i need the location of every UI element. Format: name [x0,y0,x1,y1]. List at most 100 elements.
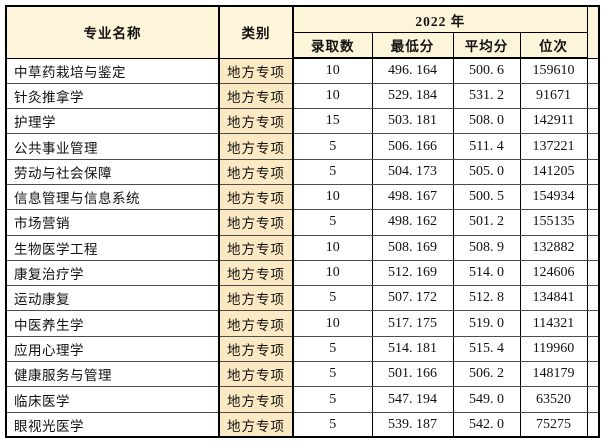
table-row: 针灸推拿学 地方专项 10 529. 184 531. 2 91671 [5,82,600,110]
cutoff-column-cell [586,361,600,388]
table-row: 市场营销 地方专项 5 498. 162 501. 2 155135 [5,209,600,236]
table-header: 专业名称 类别 2022 年 录取数 最低分 平均分 位次 [5,6,600,59]
category-cell: 地方专项 [218,285,294,312]
major-cell: 市场营销 [5,209,220,236]
major-cell: 中医养生学 [5,310,220,337]
avg-score-cell: 519. 0 [452,310,521,337]
count-cell: 15 [292,108,373,135]
major-cell: 中草药栽培与鉴定 [5,57,220,84]
major-cell: 应用心理学 [5,335,220,363]
table-row: 中草药栽培与鉴定 地方专项 10 496. 164 500. 6 159610 [5,57,600,84]
avg-score-cell: 549. 0 [452,386,521,413]
avg-score-cell: 512. 8 [452,285,521,312]
table-row: 生物医学工程 地方专项 10 508. 169 508. 9 132882 [5,234,600,261]
avg-score-cell: 500. 5 [452,183,521,211]
min-score-cell: 539. 187 [371,411,454,438]
cutoff-column-cell [586,57,600,84]
table-row: 劳动与社会保障 地方专项 5 504. 173 505. 0 141205 [5,158,600,185]
rank-cell: 141205 [519,158,588,185]
cutoff-column-cell [586,335,600,363]
major-cell: 劳动与社会保障 [5,158,220,185]
min-score-cell: 498. 162 [371,209,454,236]
header-admit-count: 录取数 [292,32,373,59]
major-cell: 运动康复 [5,285,220,312]
count-cell: 10 [292,310,373,337]
cutoff-column-cell [586,183,600,211]
category-cell: 地方专项 [218,259,294,287]
cutoff-column-cell [586,158,600,185]
category-cell: 地方专项 [218,411,294,438]
count-cell: 5 [292,361,373,388]
avg-score-cell: 508. 0 [452,108,521,135]
category-cell: 地方专项 [218,108,294,135]
rank-cell: 148179 [519,361,588,388]
major-cell: 康复治疗学 [5,259,220,287]
major-cell: 公共事业管理 [5,133,220,160]
rank-cell: 124606 [519,259,588,287]
avg-score-cell: 500. 6 [452,57,521,84]
avg-score-cell: 505. 0 [452,158,521,185]
avg-score-cell: 501. 2 [452,209,521,236]
rank-cell: 154934 [519,183,588,211]
table-body: 中草药栽培与鉴定 地方专项 10 496. 164 500. 6 159610 针灸推拿学地… [5,57,600,438]
rank-cell: 134841 [519,285,588,312]
table-row: 信息管理与信息系统 地方专项 10 498. 167 500. 5 154934 [5,183,600,211]
avg-score-cell: 506. 2 [452,361,521,388]
category-cell: 地方专项 [218,82,294,110]
avg-score-cell: 511. 4 [452,133,521,160]
admissions-score-table: 专业名称 类别 2022 年 录取数 最低分 平均分 位次 中草药栽培与鉴定 地方… [5,5,600,439]
rank-cell: 91671 [519,82,588,110]
avg-score-cell: 515. 4 [452,335,521,363]
min-score-cell: 514. 181 [371,335,454,363]
count-cell: 10 [292,234,373,261]
count-cell: 5 [292,285,373,312]
cutoff-column-cell [586,259,600,287]
category-cell: 地方专项 [218,209,294,236]
avg-score-cell: 514. 0 [452,259,521,287]
cutoff-column-cell [586,386,600,413]
category-cell: 地方专项 [218,361,294,388]
header-category: 类别 [218,6,294,59]
cutoff-column-cell [586,234,600,261]
min-score-cell: 498. 167 [371,183,454,211]
count-cell: 5 [292,133,373,160]
min-score-cell: 529. 184 [371,82,454,110]
count-cell: 5 [292,411,373,438]
min-score-cell: 501. 166 [371,361,454,388]
count-cell: 5 [292,209,373,236]
rank-cell: 119960 [519,335,588,363]
cutoff-column-cell [586,133,600,160]
major-cell: 针灸推拿学 [5,82,220,110]
cutoff-column-cell [586,285,600,312]
category-cell: 地方专项 [218,183,294,211]
rank-cell: 159610 [519,57,588,84]
header-avg-score: 平均分 [452,32,521,59]
count-cell: 5 [292,158,373,185]
cutoff-column-cell [586,310,600,337]
min-score-cell: 517. 175 [371,310,454,337]
rank-cell: 114321 [519,310,588,337]
min-score-cell: 496. 164 [371,57,454,84]
rank-cell: 63520 [519,386,588,413]
min-score-cell: 504. 173 [371,158,454,185]
major-cell: 护理学 [5,108,220,135]
cutoff-column-cell [586,411,600,438]
header-major-name: 专业名称 [5,6,220,59]
table-row: 应用心理学 地方专项 5 514. 181 515. 4 119960 [5,335,600,363]
major-cell: 信息管理与信息系统 [5,183,220,211]
admissions-score-table-wrap: 专业名称 类别 2022 年 录取数 最低分 平均分 位次 中草药栽培与鉴定 地方… [5,5,600,439]
header-rank: 位次 [519,32,588,59]
category-cell: 地方专项 [218,310,294,337]
count-cell: 10 [292,57,373,84]
min-score-cell: 508. 169 [371,234,454,261]
count-cell: 5 [292,386,373,413]
cutoff-column-cell [586,209,600,236]
header-min-score: 最低分 [371,32,454,59]
major-cell: 临床医学 [5,386,220,413]
category-cell: 地方专项 [218,234,294,261]
avg-score-cell: 531. 2 [452,82,521,110]
header-row-year: 专业名称 类别 2022 年 [5,6,600,59]
table-row: 康复治疗学 地方专项 10 512. 169 514. 0 124606 [5,259,600,287]
category-cell: 地方专项 [218,386,294,413]
category-cell: 地方专项 [218,335,294,363]
